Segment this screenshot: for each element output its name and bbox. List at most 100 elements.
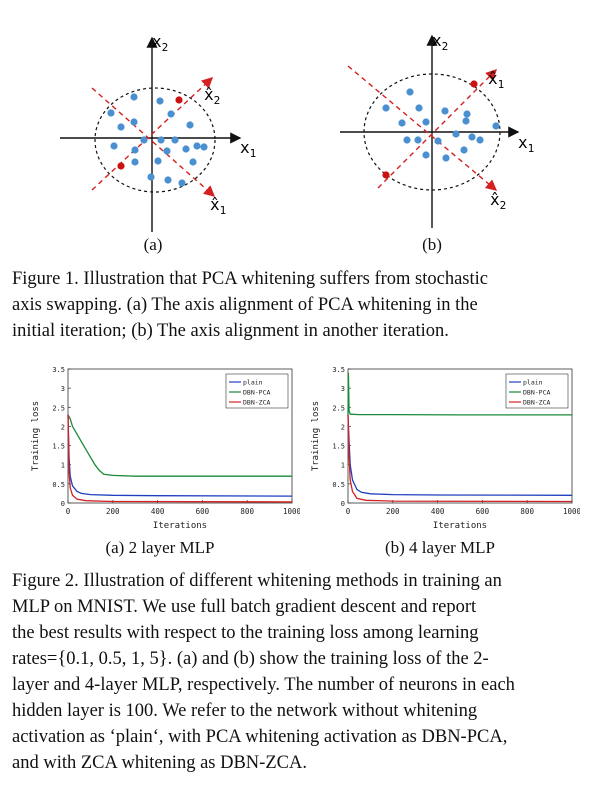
data-point (442, 154, 450, 162)
data-point (476, 136, 484, 144)
x-tick-label: 800 (520, 507, 534, 516)
y-axis-label: Training loss (31, 401, 41, 471)
distribution-ellipse (363, 73, 501, 191)
data-point (460, 146, 468, 154)
series-line-dbn-pca (347, 372, 572, 416)
data-point (130, 93, 138, 101)
data-point (415, 104, 423, 112)
data-point (110, 142, 118, 150)
data-point (434, 137, 442, 145)
legend-label: DBN-PCA (243, 389, 270, 397)
x-tick-label: 600 (196, 507, 210, 516)
x1-label: x1 (518, 133, 534, 155)
data-point (422, 118, 430, 126)
y-axis-label: Training loss (311, 401, 321, 471)
x-tick-label: 200 (106, 507, 120, 516)
data-point (398, 119, 406, 127)
caption-line: rates={0.1, 0.5, 1, 5}. (a) and (b) show… (12, 649, 489, 669)
y-tick-label: 2 (341, 423, 345, 431)
caption-line: the best results with respect to the tra… (12, 623, 479, 643)
data-point (406, 88, 414, 96)
highlighted-point (117, 162, 125, 170)
caption-line: initial iteration; (b) The axis alignmen… (12, 321, 449, 341)
highlighted-point (175, 96, 183, 104)
data-point (463, 110, 471, 118)
legend-label: plain (243, 379, 263, 387)
hat-x1-axis (377, 69, 497, 189)
series-line-dbn-zca (347, 414, 573, 503)
x-tick-label: 400 (431, 507, 445, 516)
data-point (131, 158, 139, 166)
data-point (414, 136, 422, 144)
data-point (156, 97, 164, 105)
hat-x2-label: x̂2 (490, 190, 506, 212)
x2-label: x2 (152, 32, 168, 54)
data-point (200, 143, 208, 151)
x1-label: x1 (240, 138, 256, 160)
hat-x2-label: x̂2 (204, 85, 220, 107)
data-point (117, 123, 125, 131)
y-tick-label: 1.5 (332, 443, 345, 451)
y-tick-label: 1.5 (52, 443, 65, 451)
data-point (189, 158, 197, 166)
distribution-ellipse (94, 87, 216, 193)
y-tick-label: 0.5 (52, 481, 65, 489)
figure1-sublabel-a: (a) (143, 235, 163, 254)
y-tick-label: 0 (61, 500, 65, 508)
highlighted-point (470, 80, 478, 88)
y-tick-label: 3 (341, 385, 345, 393)
caption-line: MLP on MNIST. We use full batch gradient… (12, 597, 477, 617)
caption-line: layer and 4-layer MLP, respectively. The… (12, 675, 515, 695)
series-line-plain (347, 414, 573, 496)
legend-label: DBN-PCA (523, 389, 550, 397)
data-point (182, 145, 190, 153)
x2-label: x2 (432, 31, 448, 53)
data-point (157, 136, 165, 144)
chart-2-layer-mlp: 0 0.5 1 1.5 2 2.5 3 3.5 0 200 400 600 800 1000 Iterati… (31, 366, 300, 531)
data-point (492, 122, 500, 130)
series-line-dbn-pca (67, 414, 292, 477)
caption-line: activation as ‘plain‘, with PCA whitenin… (12, 727, 508, 747)
chart-4-layer-mlp: 0 0.5 1 1.5 2 2.5 3 3.5 0 200 400 600 800 1000 Iterati… (311, 366, 580, 531)
hat-x1-label: x̂1 (210, 195, 226, 217)
y-tick-label: 3.5 (52, 366, 65, 374)
figure1-sublabel-b: (b) (422, 235, 442, 254)
data-point (140, 136, 148, 144)
data-point (171, 136, 179, 144)
legend-label: DBN-ZCA (243, 399, 270, 407)
data-point (131, 146, 139, 154)
data-point (422, 151, 430, 159)
y-tick-label: 3.5 (332, 366, 345, 374)
data-point (468, 133, 476, 141)
data-point (154, 157, 162, 165)
data-points (107, 93, 208, 187)
x-tick-label: 1000 (563, 507, 580, 516)
caption-line: hidden layer is 100. We refer to the net… (12, 701, 478, 721)
figure1-caption: Figure 1. Illustration that PCA whitenin… (12, 266, 592, 344)
data-point (107, 109, 115, 117)
data-point (452, 130, 460, 138)
hat-x1-axis (91, 87, 216, 197)
y-tick-label: 1 (341, 462, 345, 470)
highlighted-point (382, 171, 390, 179)
data-point (147, 173, 155, 181)
data-point (441, 107, 449, 115)
legend-label: plain (523, 379, 543, 387)
data-point (403, 136, 411, 144)
y-tick-label: 0.5 (332, 481, 345, 489)
x-tick-label: 0 (66, 507, 71, 516)
data-point (178, 179, 186, 187)
x-axis-label: Iterations (153, 521, 207, 531)
data-points (382, 80, 500, 179)
y-tick-label: 2.5 (332, 404, 345, 412)
figure1: x2 x1 x̂2 x̂1 x2 x1 x̂1 x̂2 (60, 31, 534, 232)
data-point (130, 118, 138, 126)
x-axis-label: Iterations (433, 521, 487, 531)
hat-x2-axis (91, 77, 214, 191)
data-point (164, 176, 172, 184)
x-tick-label: 1000 (283, 507, 300, 516)
data-point (163, 147, 171, 155)
x-tick-label: 400 (151, 507, 165, 516)
y-tick-label: 3 (61, 385, 65, 393)
x-tick-label: 0 (346, 507, 351, 516)
